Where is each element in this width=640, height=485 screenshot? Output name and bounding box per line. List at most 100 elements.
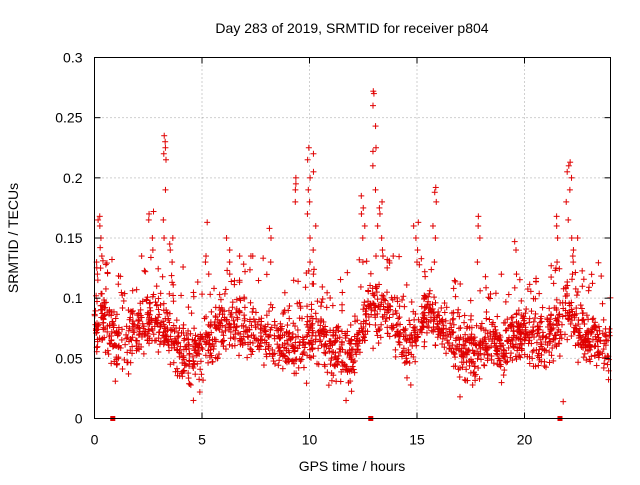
data-point [235, 308, 242, 315]
data-point [115, 330, 122, 337]
data-point [400, 326, 407, 333]
data-point [208, 308, 215, 315]
data-point [502, 298, 509, 305]
data-point [363, 258, 370, 265]
data-point [230, 317, 237, 324]
data-point [565, 216, 572, 223]
data-point [461, 312, 468, 319]
data-point [176, 373, 183, 380]
y-tick-label: 0.2 [63, 170, 83, 186]
data-point [97, 265, 104, 272]
data-point [204, 219, 211, 226]
data-point [456, 313, 463, 320]
data-point [97, 244, 104, 251]
data-point [179, 359, 186, 366]
data-point [356, 327, 363, 334]
data-point [109, 318, 116, 325]
data-point [348, 367, 355, 374]
data-point [221, 337, 228, 344]
data-point [491, 331, 498, 338]
data-point [266, 225, 273, 232]
data-point [276, 348, 283, 355]
data-point [404, 335, 411, 342]
data-point [569, 276, 576, 283]
data-point [426, 287, 433, 294]
data-point [580, 354, 587, 361]
data-point [96, 222, 103, 229]
data-point [379, 313, 386, 320]
data-point [530, 318, 537, 325]
data-point [474, 259, 481, 266]
data-point [549, 345, 556, 352]
data-point [129, 343, 136, 350]
data-point [288, 342, 295, 349]
data-point [310, 280, 317, 287]
data-point [334, 335, 341, 342]
data-point [335, 352, 342, 359]
data-point [123, 323, 130, 330]
data-point [305, 144, 312, 151]
data-point [165, 317, 172, 324]
data-point [295, 333, 302, 340]
data-point [161, 235, 168, 241]
data-point [496, 357, 503, 364]
data-point [338, 368, 345, 375]
data-point [432, 184, 439, 191]
data-point [260, 362, 267, 369]
data-point [492, 344, 499, 351]
data-point [140, 323, 147, 330]
data-point [110, 342, 117, 349]
data-point [513, 311, 520, 318]
data-point [394, 298, 401, 305]
data-point [319, 295, 326, 302]
data-point [140, 350, 147, 357]
data-point [160, 216, 167, 223]
data-point [234, 314, 241, 321]
data-point [288, 358, 295, 365]
data-point [164, 338, 171, 345]
data-point [483, 315, 490, 322]
data-point [119, 304, 126, 311]
data-point [427, 306, 434, 313]
data-point [318, 342, 325, 349]
data-point [121, 356, 128, 363]
data-point [356, 336, 363, 343]
data-point [144, 309, 151, 316]
data-point [490, 360, 497, 367]
y-tick-label: 0.3 [63, 50, 83, 66]
data-point [487, 332, 494, 339]
data-point [550, 357, 557, 364]
data-point [510, 334, 517, 341]
data-point [304, 210, 311, 217]
data-point [370, 345, 377, 352]
data-point [566, 300, 573, 307]
data-point [351, 358, 358, 365]
data-point [467, 316, 474, 323]
data-point [305, 186, 312, 193]
data-point [494, 313, 501, 320]
data-point [590, 315, 597, 322]
data-point [570, 247, 577, 254]
data-point [286, 315, 293, 322]
data-point [394, 328, 401, 335]
data-point [372, 321, 379, 328]
data-point [463, 325, 470, 332]
data-point [328, 370, 335, 377]
data-point [191, 347, 198, 354]
data-point [98, 314, 105, 321]
data-point [261, 327, 268, 334]
data-point [329, 302, 336, 309]
data-point [219, 338, 226, 345]
data-point [321, 349, 328, 356]
data-point [166, 290, 173, 297]
data-point [198, 371, 205, 378]
data-point [155, 265, 162, 272]
data-point [427, 302, 434, 309]
data-point [115, 354, 122, 361]
data-point [94, 271, 101, 278]
data-point [207, 291, 214, 298]
data-point [395, 338, 402, 345]
data-point [263, 271, 270, 278]
data-point [226, 321, 233, 328]
data-point [360, 204, 367, 211]
